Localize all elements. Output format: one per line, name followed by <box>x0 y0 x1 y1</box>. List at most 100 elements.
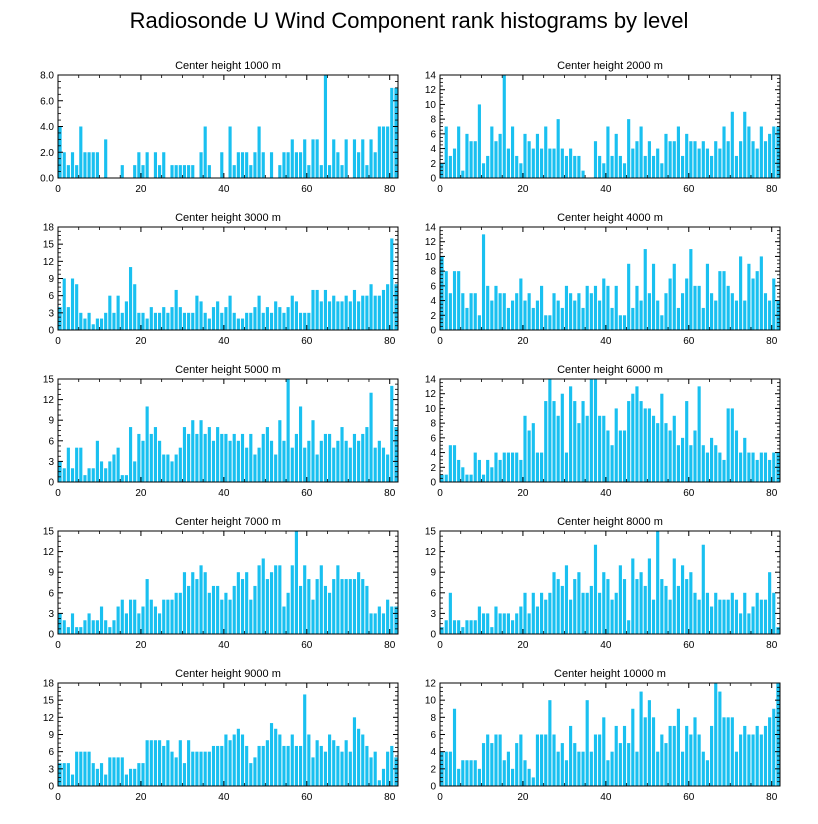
bar <box>187 585 191 634</box>
bar <box>91 152 95 178</box>
bar <box>490 467 494 482</box>
bar <box>87 152 91 178</box>
bar <box>170 461 174 482</box>
bar <box>104 312 108 330</box>
bar <box>689 141 693 178</box>
y-tick-label: 3 <box>48 609 54 620</box>
y-tick-label: 14 <box>425 223 437 234</box>
bar <box>191 312 195 330</box>
bar <box>286 745 290 786</box>
bar <box>365 585 369 634</box>
bar <box>759 599 763 634</box>
bar <box>352 289 357 330</box>
bar <box>573 401 577 482</box>
bar <box>469 474 473 482</box>
bar <box>361 295 365 330</box>
bar <box>647 141 651 178</box>
bar <box>618 743 622 786</box>
bar <box>174 592 178 634</box>
bar <box>618 315 622 330</box>
bar <box>639 401 643 482</box>
bar <box>477 606 481 634</box>
bar <box>635 579 639 634</box>
bar <box>95 152 99 178</box>
bar <box>531 777 535 786</box>
x-tick-label: 60 <box>683 792 695 803</box>
bar <box>265 307 269 330</box>
x-tick-label: 60 <box>301 640 313 651</box>
bar <box>311 139 315 179</box>
bar <box>303 447 307 482</box>
bar <box>739 734 743 786</box>
bar <box>336 152 340 178</box>
bar <box>274 728 278 786</box>
bar <box>120 475 124 482</box>
y-tick-label: 3 <box>48 457 54 468</box>
bar <box>668 599 672 634</box>
bar <box>365 165 369 179</box>
bar <box>104 468 108 482</box>
bar <box>203 751 207 786</box>
bar <box>614 592 618 634</box>
bar <box>253 757 257 786</box>
bar <box>685 401 689 482</box>
bar <box>448 293 452 330</box>
panel-title: Center height 4000 m <box>557 212 663 224</box>
bar <box>240 152 245 178</box>
y-tick-label: 14 <box>425 71 437 82</box>
x-tick-label: 20 <box>135 488 147 499</box>
x-tick-label: 40 <box>600 488 612 499</box>
panel-title: Center height 3000 m <box>175 212 281 224</box>
bar <box>656 148 660 178</box>
bar <box>298 745 303 786</box>
bar <box>510 126 515 178</box>
bar <box>718 452 722 482</box>
bar <box>743 725 747 786</box>
bar <box>444 474 448 482</box>
bar <box>602 163 606 178</box>
x-tick-label: 0 <box>55 488 61 499</box>
bar <box>722 126 726 178</box>
bar <box>714 683 718 786</box>
bar <box>602 415 606 482</box>
y-tick-label: 14 <box>425 375 437 386</box>
bar <box>701 141 705 178</box>
bar <box>348 301 352 330</box>
bar <box>286 379 290 482</box>
bar <box>598 155 602 178</box>
bar <box>527 141 531 178</box>
x-tick-label: 60 <box>683 184 695 195</box>
bar <box>734 430 739 482</box>
bar <box>162 454 166 482</box>
bar <box>635 285 639 330</box>
bar <box>457 459 461 482</box>
y-tick-label: 12 <box>425 679 437 690</box>
bar <box>224 433 228 482</box>
x-tick-label: 0 <box>437 336 443 347</box>
bar <box>178 740 182 786</box>
x-tick-label: 20 <box>135 336 147 347</box>
bar <box>62 278 66 330</box>
bar <box>705 452 710 482</box>
bar <box>693 592 697 634</box>
y-tick-label: 12 <box>43 547 55 558</box>
y-tick-label: 15 <box>43 240 55 251</box>
bar <box>573 155 577 178</box>
bar <box>66 447 70 482</box>
y-tick-label: 12 <box>43 395 55 406</box>
x-tick-label: 40 <box>218 792 230 803</box>
bar <box>187 740 191 786</box>
bar <box>344 579 348 634</box>
bar <box>647 293 651 330</box>
bar <box>469 620 473 634</box>
bar <box>112 454 116 482</box>
bar <box>768 133 772 178</box>
bar <box>381 289 386 330</box>
bar <box>286 592 290 634</box>
bar <box>249 312 253 330</box>
y-tick-label: 2 <box>430 159 436 170</box>
bar <box>577 293 581 330</box>
bar <box>112 312 116 330</box>
bar <box>91 324 95 330</box>
bar <box>278 565 282 634</box>
